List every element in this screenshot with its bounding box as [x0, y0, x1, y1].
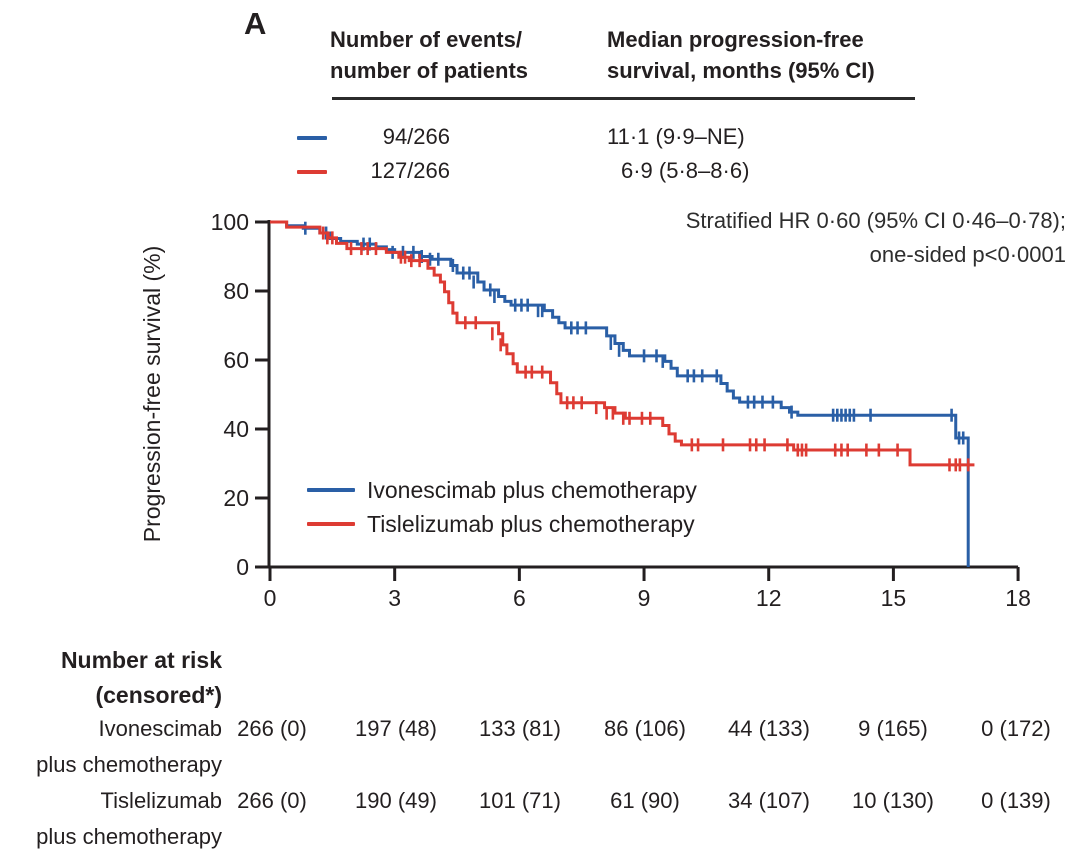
at-risk-cell: 61 (90): [610, 788, 680, 813]
red-events-count: 127/266: [370, 158, 450, 183]
blue-median-pfs: 11·1 (9·9–NE): [607, 124, 745, 149]
at-risk-cell: 0 (172): [981, 716, 1051, 741]
y-axis-title: Progression-free survival (%): [139, 246, 165, 543]
at-risk-title: Number at risk: [60, 647, 222, 673]
at-risk-row-label-ivonescimab-2: plus chemotherapy: [36, 752, 222, 777]
legend-label-ivonescimab: Ivonescimab plus chemotherapy: [367, 477, 697, 503]
red-line-swatch: [297, 170, 327, 174]
x-tick-label: 18: [1005, 585, 1031, 611]
at-risk-row-label-ivonescimab: Ivonescimab: [98, 716, 222, 741]
x-tick-label: 9: [638, 585, 651, 611]
at-risk-row-label-tislelizumab: Tislelizumab: [100, 788, 222, 813]
hr-annotation-line1: Stratified HR 0·60 (95% CI 0·46–0·78);: [685, 208, 1066, 233]
at-risk-cell: 10 (130): [852, 788, 934, 813]
at-risk-cell: 266 (0): [237, 788, 307, 813]
at-risk-cell: 101 (71): [479, 788, 561, 813]
x-tick-label: 15: [881, 585, 907, 611]
at-risk-censored-note: (censored*): [95, 682, 222, 708]
y-tick-label: 40: [223, 416, 249, 442]
red-median-pfs: 6·9 (5·8–8·6): [621, 158, 750, 183]
at-risk-cell: 133 (81): [479, 716, 561, 741]
at-risk-row-label-tislelizumab-2: plus chemotherapy: [36, 824, 222, 849]
at-risk-cell: 0 (139): [981, 788, 1051, 813]
hr-annotation-line2: one-sided p<0·0001: [869, 242, 1066, 267]
at-risk-cell: 197 (48): [355, 716, 437, 741]
legend-red-line-icon: [307, 522, 355, 526]
blue-events-count: 94/266: [382, 124, 450, 149]
x-tick-label: 12: [756, 585, 782, 611]
km-curve-tislelizumab: [270, 220, 975, 467]
y-tick-label: 0: [236, 554, 249, 580]
at-risk-cell: 266 (0): [237, 716, 307, 741]
at-risk-cell: 9 (165): [858, 716, 928, 741]
hr-annotation: Stratified HR 0·60 (95% CI 0·46–0·78); o…: [546, 204, 1066, 272]
summary-col2-header: Median progression-free survival, months…: [607, 27, 875, 83]
legend-label-tislelizumab: Tislelizumab plus chemotherapy: [367, 511, 695, 537]
summary-col1-header: Number of events/ number of patients: [330, 27, 529, 83]
panel-label: A: [244, 6, 267, 41]
at-risk-cell: 86 (106): [604, 716, 686, 741]
y-tick-label: 60: [223, 347, 249, 373]
legend-blue-line-icon: [307, 488, 355, 492]
at-risk-cell: 34 (107): [728, 788, 810, 813]
blue-line-swatch: [297, 136, 327, 140]
y-tick-label: 100: [211, 209, 249, 235]
x-tick-label: 6: [513, 585, 526, 611]
summary-table-rule: [332, 97, 915, 100]
at-risk-cell: 44 (133): [728, 716, 810, 741]
x-tick-label: 3: [388, 585, 401, 611]
x-tick-label: 0: [264, 585, 277, 611]
y-tick-label: 80: [223, 278, 249, 304]
at-risk-cell: 190 (49): [355, 788, 437, 813]
y-tick-label: 20: [223, 485, 249, 511]
